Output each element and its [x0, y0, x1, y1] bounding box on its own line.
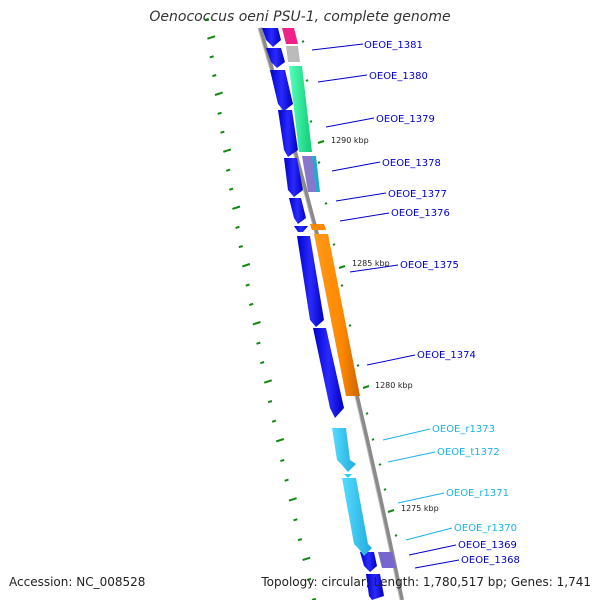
- gc-tick: [225, 168, 231, 172]
- scale-label-1280: 1280 kbp: [375, 381, 413, 390]
- gc-tick: [232, 205, 241, 210]
- gene-arrow[interactable]: [366, 574, 384, 600]
- scale-label-1275: 1275 kbp: [401, 504, 439, 513]
- scale-ticks: [317, 140, 395, 513]
- gc-tick: [235, 225, 240, 229]
- gc-tick: [259, 361, 265, 365]
- gene-arrow[interactable]: [297, 236, 324, 327]
- feature-OEOE_1380[interactable]: [289, 66, 312, 152]
- gc-tick: [214, 91, 223, 96]
- gc-tick: [222, 148, 232, 153]
- gene-label-OEOE_1368[interactable]: OEOE_1368: [461, 555, 520, 566]
- gc-tick: [288, 497, 297, 502]
- map-title: Oenococcus oeni PSU-1, complete genome: [149, 9, 451, 25]
- gene-arrow[interactable]: [278, 110, 298, 157]
- gc-tick: [297, 538, 303, 542]
- feature-OEOE_1376[interactable]: [310, 224, 326, 230]
- gene-label-OEOE_1374[interactable]: OEOE_1374: [417, 350, 476, 361]
- gc-tick: [209, 55, 214, 59]
- gene-arrow[interactable]: [294, 226, 308, 232]
- feature-OEOE_1369[interactable]: [378, 552, 396, 568]
- gene-label-OEOE_1376[interactable]: OEOE_1376: [391, 208, 450, 219]
- gene-label-OEOE_r1370[interactable]: OEOE_r1370: [454, 523, 517, 534]
- gc-tick: [280, 458, 285, 463]
- gc-tick: [245, 283, 250, 287]
- gc-tick: [263, 379, 273, 384]
- label-leaders: [311, 43, 460, 569]
- gc-tick: [241, 263, 251, 268]
- gc-content-track: [204, 17, 317, 600]
- gc-tick: [275, 438, 285, 443]
- gc-tick: [207, 35, 216, 40]
- gene-label-OEOE_1369[interactable]: OEOE_1369: [458, 540, 517, 551]
- gc-tick: [252, 321, 261, 326]
- scale-label-1285: 1285 kbp: [352, 259, 390, 268]
- gene-label-OEOE_1381[interactable]: OEOE_1381: [364, 40, 423, 51]
- scale-label-1290: 1290 kbp: [331, 136, 369, 145]
- gc-tick: [293, 518, 298, 522]
- gene-label-OEOE_1378[interactable]: OEOE_1378: [382, 158, 441, 169]
- gene-label-OEOE_1379[interactable]: OEOE_1379: [376, 114, 435, 125]
- gene-label-OEOE_1377[interactable]: OEOE_1377: [388, 189, 447, 200]
- gene-labels: OEOE_1381 OEOE_1380 OEOE_1379 OEOE_1378 …: [364, 40, 520, 566]
- feature-OEOE_1375[interactable]: [314, 234, 360, 396]
- rrna-arrow[interactable]: [342, 478, 372, 556]
- gene-arrow[interactable]: [284, 158, 303, 197]
- feature-OEOE_1381[interactable]: [282, 28, 298, 44]
- feature-teal-stripe[interactable]: [312, 156, 320, 192]
- gene-arrow[interactable]: [266, 48, 285, 68]
- gene-label-OEOE_r1373[interactable]: OEOE_r1373: [432, 424, 495, 435]
- genome-summary: Topology: circular; Length: 1,780,517 bp…: [261, 575, 591, 589]
- gc-tick: [306, 577, 312, 581]
- gc-tick: [271, 419, 277, 423]
- gene-arrow[interactable]: [262, 28, 281, 47]
- gene-arrow[interactable]: [289, 198, 306, 224]
- gc-tick: [267, 400, 273, 404]
- gc-tick: [302, 556, 311, 562]
- forward-strand-genes: [262, 28, 384, 600]
- accession-label: Accession: NC_008528: [9, 575, 146, 589]
- gene-arrow[interactable]: [313, 328, 344, 418]
- gc-tick: [256, 341, 261, 345]
- feature-gray-block[interactable]: [286, 46, 300, 62]
- gc-tick: [204, 17, 210, 21]
- gene-arrow[interactable]: [270, 70, 293, 111]
- gc-tick: [238, 245, 244, 249]
- gene-label-OEOE_1375[interactable]: OEOE_1375: [400, 260, 459, 271]
- gc-tick: [248, 302, 254, 306]
- feature-OEOE_1378[interactable]: [302, 156, 318, 192]
- gene-label-OEOE_t1372[interactable]: OEOE_t1372: [437, 447, 500, 458]
- trna-arrow[interactable]: [344, 474, 352, 478]
- inner-ticks: [301, 40, 398, 537]
- gene-label-OEOE_1380[interactable]: OEOE_1380: [369, 71, 428, 82]
- gc-tick: [212, 74, 217, 78]
- gene-arrow[interactable]: [360, 552, 377, 572]
- gc-tick: [228, 187, 234, 191]
- rrna-arrow[interactable]: [332, 428, 356, 472]
- gc-tick: [220, 130, 225, 134]
- gene-label-OEOE_r1371[interactable]: OEOE_r1371: [446, 488, 509, 499]
- rna-genes: [332, 428, 372, 556]
- gc-tick: [217, 111, 222, 115]
- gc-tick: [284, 478, 289, 482]
- colored-feature-blocks: [282, 28, 396, 568]
